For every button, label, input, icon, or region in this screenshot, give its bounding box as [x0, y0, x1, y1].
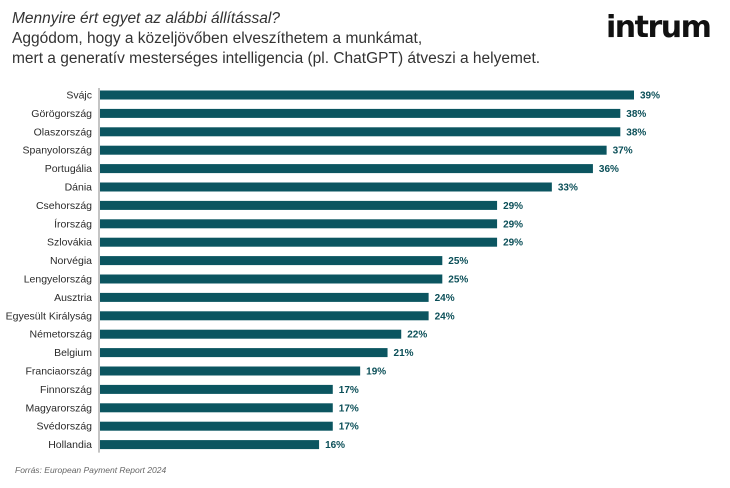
- bar: [100, 421, 333, 431]
- value-label: 17%: [339, 422, 359, 433]
- category-label: Szlovákia: [47, 237, 92, 249]
- category-label: Dánia: [65, 182, 93, 194]
- category-label: Franciaország: [25, 366, 92, 378]
- intrum-logo: intrum: [606, 10, 712, 45]
- statement-line-2: mert a generatív mesterséges intelligenc…: [12, 50, 541, 67]
- value-label: 29%: [503, 219, 523, 230]
- category-label: Németország: [30, 329, 93, 341]
- category-label: Svédország: [37, 421, 93, 433]
- bar: [100, 219, 498, 229]
- bar: [100, 237, 498, 247]
- bar: [100, 384, 333, 394]
- bar: [100, 145, 607, 155]
- value-label: 22%: [407, 330, 427, 341]
- category-label: Norvégia: [50, 255, 92, 267]
- bar: [100, 329, 402, 339]
- bar: [100, 182, 552, 192]
- value-label: 29%: [503, 238, 523, 249]
- value-label: 38%: [626, 127, 646, 138]
- value-label: 19%: [366, 367, 386, 378]
- value-label: 25%: [448, 275, 468, 286]
- category-label: Egyesült Királyság: [6, 310, 93, 322]
- category-label: Portugália: [45, 163, 92, 175]
- category-label: Görögország: [31, 108, 92, 120]
- bar: [100, 403, 333, 413]
- value-label: 24%: [435, 293, 455, 304]
- bar: [100, 292, 429, 302]
- bar: [100, 440, 320, 450]
- category-label: Hollandia: [48, 439, 92, 451]
- value-label: 25%: [448, 256, 468, 267]
- category-label: Írország: [54, 217, 92, 230]
- bar: [100, 200, 498, 210]
- category-label: Csehország: [36, 200, 92, 212]
- category-label: Spanyolország: [23, 145, 93, 157]
- bar: [100, 348, 388, 358]
- value-label: 38%: [626, 109, 646, 120]
- category-label: Lengyelország: [24, 274, 92, 286]
- value-label: 16%: [325, 440, 345, 451]
- value-label: 21%: [394, 348, 414, 359]
- statement-line-1: Aggódom, hogy a közeljövőben elveszíthet…: [12, 30, 423, 47]
- value-label: 36%: [599, 164, 619, 175]
- category-label: Ausztria: [54, 292, 92, 304]
- bar: [100, 366, 361, 376]
- bar: [100, 164, 593, 174]
- bar: [100, 274, 443, 284]
- bar: [100, 256, 443, 266]
- value-label: 29%: [503, 201, 523, 212]
- bar: [100, 311, 429, 321]
- category-label: Finnország: [40, 384, 92, 396]
- category-label: Belgium: [54, 347, 92, 359]
- bar: [100, 90, 634, 100]
- question-text: Mennyire ért egyet az alábbi állítással?: [12, 10, 280, 27]
- category-label: Olaszország: [34, 126, 93, 138]
- value-label: 39%: [640, 91, 660, 102]
- value-label: 33%: [558, 183, 578, 194]
- category-label: Svájc: [66, 90, 92, 102]
- value-label: 24%: [435, 311, 455, 322]
- category-label: Magyarország: [25, 402, 92, 414]
- bar: [100, 127, 621, 137]
- bar: [100, 108, 621, 118]
- value-label: 37%: [613, 146, 633, 157]
- source-note: Forrás: European Payment Report 2024: [15, 465, 167, 475]
- value-label: 17%: [339, 385, 359, 396]
- value-label: 17%: [339, 403, 359, 414]
